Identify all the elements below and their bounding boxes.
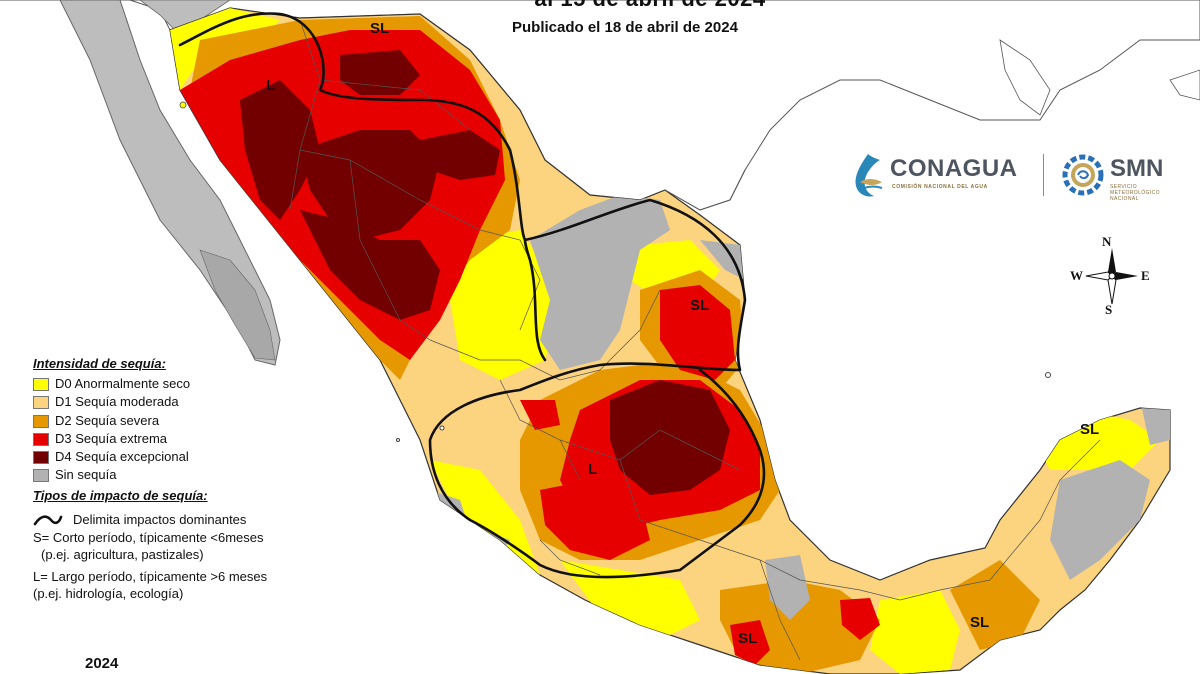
baja-south-gray [199,249,276,361]
impact-boundaries [178,12,766,579]
map-subtitle: Publicado el 18 de abril de 2024 [512,19,738,36]
legend-swatch-d1 [33,396,49,410]
island [439,425,445,431]
florida-outline [999,39,1051,116]
legend-label-d2: D2 Sequía severa [55,412,160,428]
legend-swatch-d4 [33,451,49,465]
d4-coahuila [420,130,500,180]
nodrought-tamaulipas [700,240,745,280]
legend-swatch-none [33,469,49,483]
legend-swatch-d2 [33,414,49,428]
boundary-line-icon [33,515,63,526]
map-title: al 15 de abril de 2024 [0,0,1200,12]
legend-boundary-label: Delimita impactos dominantes [73,511,247,527]
legend-long-term-2: (p.ej. hidrología, ecología) [33,585,184,601]
map-label-sl-oaxaca: SL [738,630,758,647]
d2-southeast [950,560,1040,650]
d3-northeast [660,285,735,380]
conagua-subtitle: COMISIÓN NACIONAL DEL AGUA [892,184,988,190]
compass-east: E [1141,268,1150,283]
compass-south: S [1105,302,1113,317]
legend-item-d4: D4 Sequía excepcional [33,448,323,466]
nodrought-yucatan [1050,460,1150,580]
smn-logo-icon [1062,154,1104,196]
d3-veracruz [840,598,880,640]
d4-durango [300,210,440,320]
smn-name: SMN [1110,155,1164,182]
island [396,438,400,442]
legend-long-term-1: L= Largo período, típicamente >6 meses [33,568,268,584]
legend-impact-title: Tipos de impacto de sequía: [33,487,208,503]
compass-west: W [1070,268,1083,283]
legend-intensity-title: Intensidad de sequía: [33,356,166,371]
legend-item-none: Sin sequía [33,466,323,484]
d0-guerrero [560,560,700,640]
legend-label-none: Sin sequía [55,467,117,483]
d3-zacatecas [520,400,560,430]
legend-item-d2: D2 Sequía severa [33,412,323,430]
map-label-sl-yucatan: SL [1080,421,1100,438]
gulf-coast [664,169,746,211]
nodrought-yucatan-east [1140,400,1170,445]
legend-items: D0 Anormalmente seco D1 Sequía moderada … [33,375,323,485]
d4-central [610,380,730,495]
d3-jalisco [540,480,650,560]
nodrought-nuevoleon [530,195,670,370]
d3-oaxaca [730,620,770,665]
map-label-sl-south: SL [970,614,990,631]
compass-north: N [1102,234,1112,249]
legend-label-d3: D3 Sequía extrema [55,430,168,446]
legend-swatch-d3 [33,432,49,446]
smn-subtitle: SERVICIO METEOROLÓGICO NACIONAL [1110,184,1160,202]
map-label-sl-northeast: SL [690,297,710,314]
cuba-outline [1169,69,1200,101]
logos: CONAGUA COMISIÓN NACIONAL DEL AGUA SMN S… [848,148,1178,204]
d4-sonora [240,80,320,220]
nodrought-veracruz [765,555,810,620]
compass-star-icon [1085,248,1138,305]
conagua-logo-icon [855,154,883,197]
map-label-l-northwest: L [266,77,276,94]
legend-label-d1: D1 Sequía moderada [55,394,179,410]
year-label: 2024 [85,655,119,672]
legend-short-term-2: (p.ej. agricultura, pastizales) [41,546,204,562]
island [179,101,187,109]
legend: Intensidad de sequía: D0 Anormalmente se… [33,356,323,602]
conagua-name: CONAGUA [890,155,1018,182]
legend-item-d1: D1 Sequía moderada [33,393,323,411]
compass-rose: N S W E [1066,234,1156,318]
d0-chiapas [870,590,960,674]
state-borders [289,19,1101,661]
map-label-sl-north: SL [370,20,390,37]
map-label-l-central: L [588,461,598,478]
island [1045,372,1051,378]
legend-swatch-d0 [33,378,49,391]
d4-chihuahua [300,130,440,240]
logo-divider [1043,154,1044,196]
legend-item-d3: D3 Sequía extrema [33,430,323,448]
legend-item-d0: D0 Anormalmente seco [33,375,323,393]
legend-boundary-item: Delimita impactos dominantes [33,511,323,529]
legend-label-d4: D4 Sequía excepcional [55,449,189,465]
legend-label-d0: D0 Anormalmente seco [55,376,191,391]
legend-short-term-1: S= Corto período, típicamente <6meses [33,529,264,545]
